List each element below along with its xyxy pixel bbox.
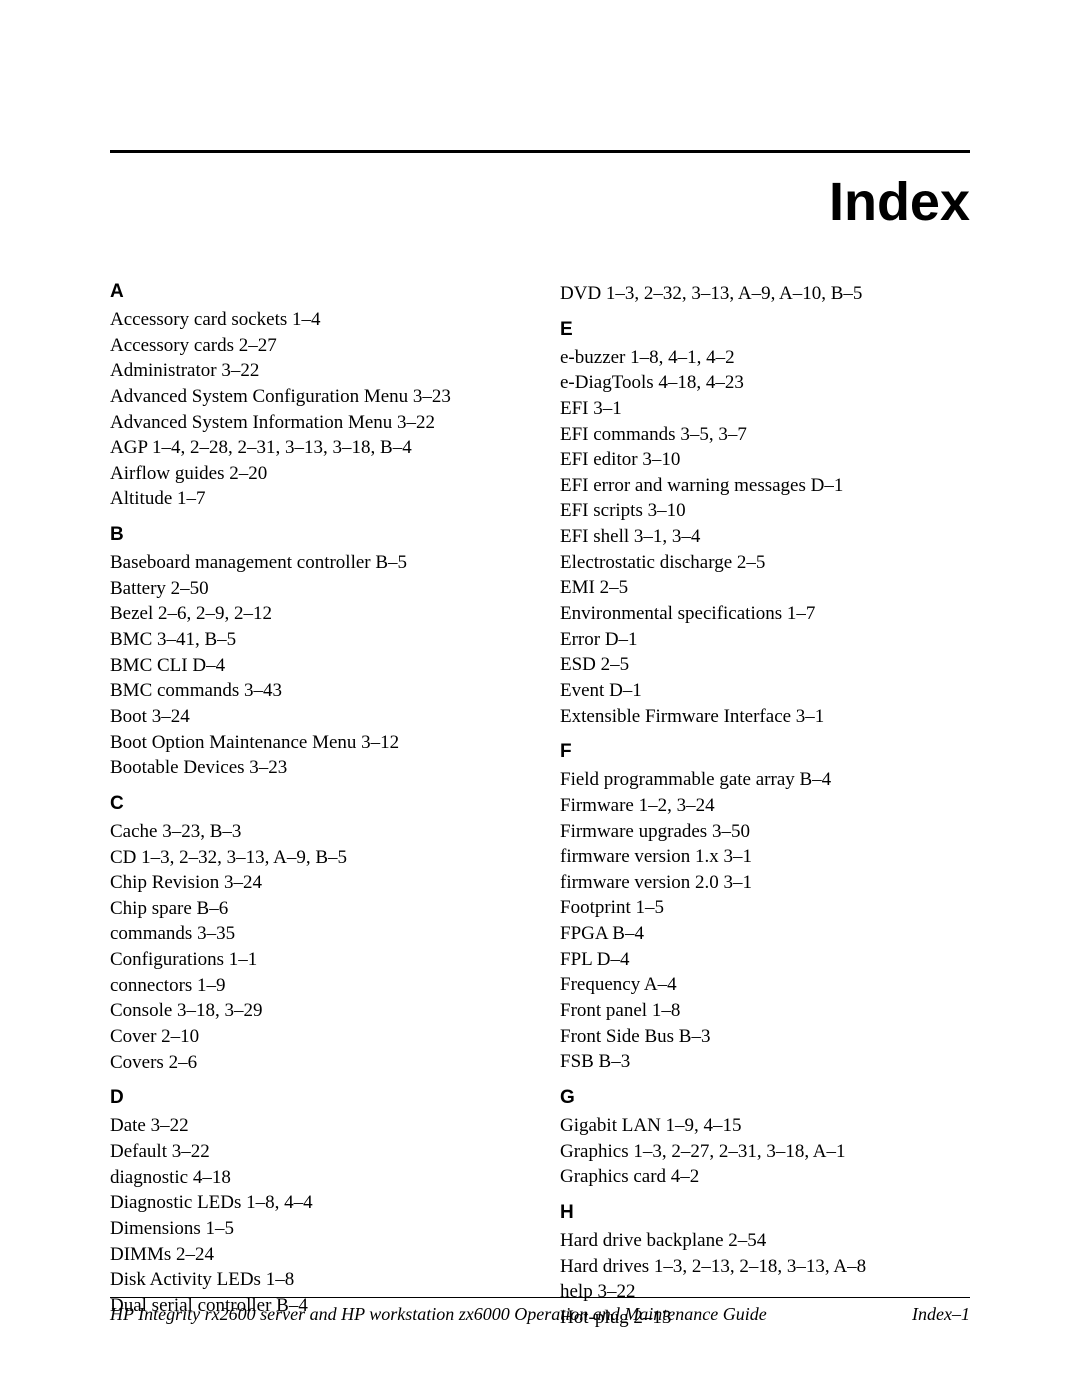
index-entry: DIMMs 2–24 <box>110 1242 520 1268</box>
index-page: Index A Accessory card sockets 1–4Accesso… <box>0 0 1080 1397</box>
index-entry: commands 3–35 <box>110 921 520 947</box>
index-entry: Bootable Devices 3–23 <box>110 755 520 781</box>
index-entry: firmware version 2.0 3–1 <box>560 870 970 896</box>
index-entry: diagnostic 4–18 <box>110 1165 520 1191</box>
index-entry: e-buzzer 1–8, 4–1, 4–2 <box>560 345 970 371</box>
index-entry: BMC CLI D–4 <box>110 653 520 679</box>
index-entry: Field programmable gate array B–4 <box>560 767 970 793</box>
title-rule <box>110 150 970 153</box>
index-entry: Environmental specifications 1–7 <box>560 601 970 627</box>
index-entry: Frequency A–4 <box>560 972 970 998</box>
section-letter-c: C <box>110 793 520 815</box>
index-entry: EFI 3–1 <box>560 396 970 422</box>
section-letter-f: F <box>560 741 970 763</box>
index-entry: EFI commands 3–5, 3–7 <box>560 422 970 448</box>
index-entry: Graphics card 4–2 <box>560 1164 970 1190</box>
page-footer: HP Integrity rx2600 server and HP workst… <box>110 1297 970 1325</box>
index-entry: Accessory card sockets 1–4 <box>110 307 520 333</box>
index-entry: Default 3–22 <box>110 1139 520 1165</box>
index-entry: EFI editor 3–10 <box>560 447 970 473</box>
section-letter-g: G <box>560 1087 970 1109</box>
index-entry: Gigabit LAN 1–9, 4–15 <box>560 1113 970 1139</box>
index-entry: Footprint 1–5 <box>560 895 970 921</box>
index-entry: EMI 2–5 <box>560 575 970 601</box>
index-entry: Extensible Firmware Interface 3–1 <box>560 704 970 730</box>
index-entry: Hard drives 1–3, 2–13, 2–18, 3–13, A–8 <box>560 1254 970 1280</box>
index-entry: Error D–1 <box>560 627 970 653</box>
index-entry: Bezel 2–6, 2–9, 2–12 <box>110 601 520 627</box>
footer-left-text: HP Integrity rx2600 server and HP workst… <box>110 1304 767 1325</box>
index-entry: FPL D–4 <box>560 947 970 973</box>
index-entry: Chip Revision 3–24 <box>110 870 520 896</box>
index-entry: Accessory cards 2–27 <box>110 333 520 359</box>
index-entry: connectors 1–9 <box>110 973 520 999</box>
page-title: Index <box>110 171 970 233</box>
index-entry: Cache 3–23, B–3 <box>110 819 520 845</box>
index-entry: BMC commands 3–43 <box>110 678 520 704</box>
index-entry: Firmware upgrades 3–50 <box>560 819 970 845</box>
index-entry: EFI error and warning messages D–1 <box>560 473 970 499</box>
index-entry: Diagnostic LEDs 1–8, 4–4 <box>110 1190 520 1216</box>
footer-right-text: Index–1 <box>912 1304 970 1325</box>
section-letter-e: E <box>560 319 970 341</box>
section-letter-a: A <box>110 281 520 303</box>
index-entry: Electrostatic discharge 2–5 <box>560 550 970 576</box>
index-entry: Hard drive backplane 2–54 <box>560 1228 970 1254</box>
section-letter-h: H <box>560 1202 970 1224</box>
index-entry: Configurations 1–1 <box>110 947 520 973</box>
section-letter-b: B <box>110 524 520 546</box>
index-entry: Baseboard management controller B–5 <box>110 550 520 576</box>
index-entry: FSB B–3 <box>560 1049 970 1075</box>
index-entry: EFI scripts 3–10 <box>560 498 970 524</box>
index-entry: Front Side Bus B–3 <box>560 1024 970 1050</box>
index-entry: Battery 2–50 <box>110 576 520 602</box>
index-entry: Firmware 1–2, 3–24 <box>560 793 970 819</box>
index-entry: e-DiagTools 4–18, 4–23 <box>560 370 970 396</box>
index-entry: ESD 2–5 <box>560 652 970 678</box>
index-entry: Event D–1 <box>560 678 970 704</box>
index-entry: BMC 3–41, B–5 <box>110 627 520 653</box>
index-entry: Boot Option Maintenance Menu 3–12 <box>110 730 520 756</box>
index-entry: Advanced System Configuration Menu 3–23 <box>110 384 520 410</box>
index-entry: CD 1–3, 2–32, 3–13, A–9, B–5 <box>110 845 520 871</box>
index-entry: Cover 2–10 <box>110 1024 520 1050</box>
index-entry: Front panel 1–8 <box>560 998 970 1024</box>
index-entry: Covers 2–6 <box>110 1050 520 1076</box>
index-entry: Disk Activity LEDs 1–8 <box>110 1267 520 1293</box>
index-entry: Altitude 1–7 <box>110 486 520 512</box>
index-entry: Advanced System Information Menu 3–22 <box>110 410 520 436</box>
index-entry: EFI shell 3–1, 3–4 <box>560 524 970 550</box>
index-entry: firmware version 1.x 3–1 <box>560 844 970 870</box>
index-entry: FPGA B–4 <box>560 921 970 947</box>
section-letter-d: D <box>110 1087 520 1109</box>
index-entry: Dimensions 1–5 <box>110 1216 520 1242</box>
right-column: DVD 1–3, 2–32, 3–13, A–9, A–10, B–5 Ee-bu… <box>560 281 970 1330</box>
index-entry: Date 3–22 <box>110 1113 520 1139</box>
index-entry: Administrator 3–22 <box>110 358 520 384</box>
index-entry: DVD 1–3, 2–32, 3–13, A–9, A–10, B–5 <box>560 281 970 307</box>
index-entry: Boot 3–24 <box>110 704 520 730</box>
index-entry: Console 3–18, 3–29 <box>110 998 520 1024</box>
index-entry: Graphics 1–3, 2–27, 2–31, 3–18, A–1 <box>560 1139 970 1165</box>
index-entry: AGP 1–4, 2–28, 2–31, 3–13, 3–18, B–4 <box>110 435 520 461</box>
index-entry: Chip spare B–6 <box>110 896 520 922</box>
index-entry: Airflow guides 2–20 <box>110 461 520 487</box>
index-columns: A Accessory card sockets 1–4Accessory car… <box>110 281 970 1330</box>
left-column: A Accessory card sockets 1–4Accessory car… <box>110 281 520 1330</box>
